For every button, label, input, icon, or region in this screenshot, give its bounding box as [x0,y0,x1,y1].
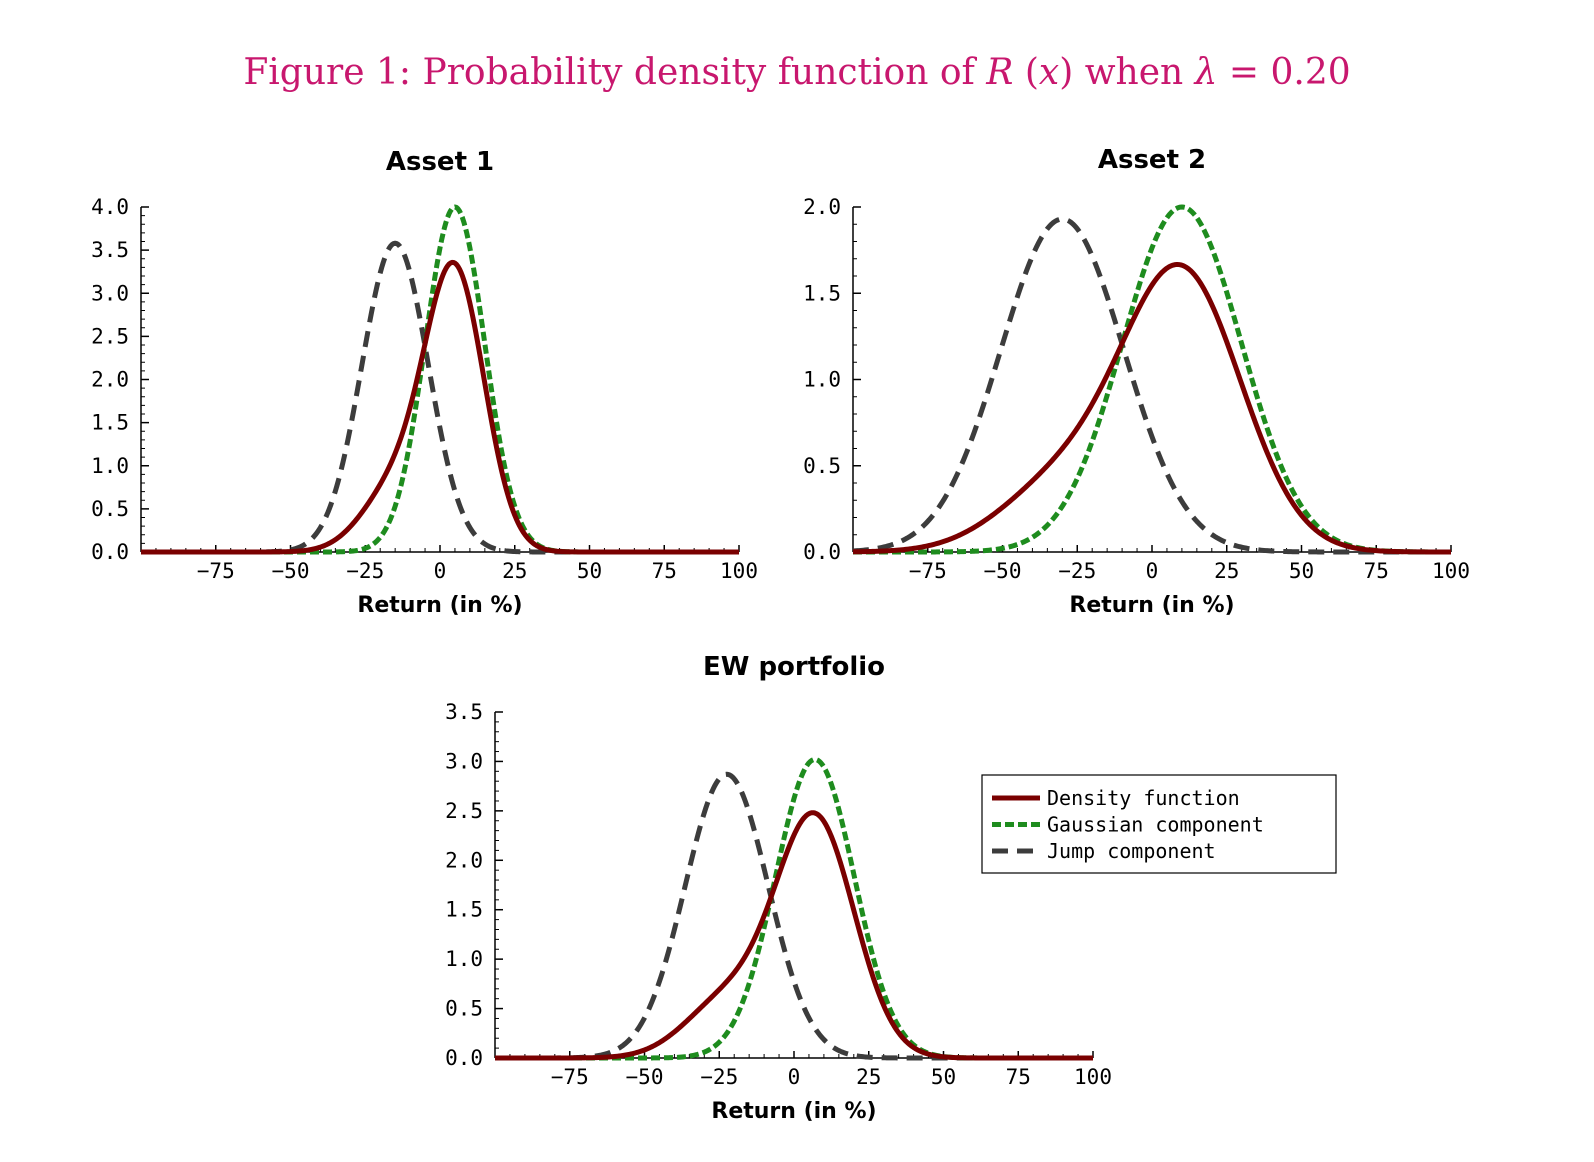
series-group [494,756,1095,1061]
x-tick-label: 75 [1006,1065,1031,1089]
x-tick-label: 75 [652,559,677,583]
figure-title-prefix: Figure 1: Probability density function o… [243,52,987,93]
x-tick-label: 25 [502,559,527,583]
y-tick-label: 0.5 [445,997,483,1021]
series-density-line [140,259,740,555]
x-tick-label: 100 [1432,559,1470,583]
y-tick-label: 3.0 [91,281,129,305]
chart-panel-1: Asset 1 0.0 0.5 1.0 1.5 2.0 2.5 3.0 3.5 4.0 −75 −50… [91,147,758,618]
x-tick-label: 0 [788,1065,801,1089]
series-group [140,204,740,555]
y-tick-label: 1.5 [91,411,129,435]
legend-label-jump: Jump component [1047,839,1216,863]
x-tick-label: −75 [551,1065,589,1089]
y-tick-label: 0.5 [91,497,129,521]
y-tick-label: 3.5 [91,238,129,262]
x-tick-label: 50 [931,1065,956,1089]
y-tick-label: 1.5 [445,898,483,922]
x-tick-label: 25 [856,1065,881,1089]
figure-title-variable: x [1038,52,1060,93]
y-tick-label: 1.0 [91,454,129,478]
x-tick-label: −75 [909,559,947,583]
y-tick-label: 1.0 [803,368,841,392]
legend-label-density: Density function [1047,786,1240,810]
figure-title-function: R [986,52,1014,93]
x-tick-label: 0 [1146,559,1159,583]
series-density-line [494,810,1095,1061]
x-tick-label: −25 [346,559,384,583]
series-gaussian-line [140,204,740,555]
chart-title: Asset 2 [1098,145,1206,175]
y-tick-label: 2.5 [445,799,483,823]
x-axis-label: Return (in %) [711,1099,876,1124]
y-tick-label: 2.5 [91,324,129,348]
y-tick-label: 0.0 [91,540,129,564]
y-tick-label: 2.0 [91,368,129,392]
chart-panel-2: Asset 2 0.0 0.5 1.0 1.5 2.0 −75 −50 −25 0 25 50 75 10… [803,145,1470,618]
x-axis-label: Return (in %) [1069,593,1234,618]
y-tick-label: 2.0 [445,848,483,872]
series-jump-line [852,216,1453,555]
y-tick-label: 3.5 [445,700,483,724]
x-tick-label: −25 [700,1065,738,1089]
y-tick-label: 2.0 [803,195,841,219]
chart-panel-3: EW portfolio 0.0 0.5 1.0 1.5 2.0 2.5 3.0 3.5 −75 −… [445,652,1337,1124]
x-tick-label: −25 [1058,559,1096,583]
figure-title-paren-open: ( [1013,52,1039,93]
chart-title: Asset 1 [386,147,494,177]
x-tick-label: 100 [720,559,758,583]
y-tick-label: 0.0 [803,540,841,564]
x-tick-label: 0 [434,559,447,583]
y-tick-label: 3.0 [445,749,483,773]
x-tick-label: 50 [1289,559,1314,583]
y-tick-label: 0.5 [803,454,841,478]
x-tick-label: 25 [1214,559,1239,583]
series-group [852,204,1453,555]
figure-title: Figure 1: Probability density function o… [0,52,1594,93]
series-density-line [852,261,1453,555]
figure-title-value: = 0.20 [1217,52,1351,93]
x-tick-label: −50 [272,559,310,583]
y-tick-label: 0.0 [445,1046,483,1070]
x-axis-label: Return (in %) [357,593,522,618]
x-tick-label: 75 [1364,559,1389,583]
x-tick-label: −50 [984,559,1022,583]
y-tick-label: 1.0 [445,947,483,971]
x-tick-label: −50 [626,1065,664,1089]
x-tick-label: 100 [1074,1065,1112,1089]
y-tick-label: 1.5 [803,281,841,305]
legend-box [981,774,1337,874]
chart-title: EW portfolio [703,652,885,682]
legend-label-gaussian: Gaussian component [1047,813,1264,837]
x-tick-label: −75 [197,559,235,583]
figure-title-paren-close: ) when [1059,52,1195,93]
x-tick-label: 50 [577,559,602,583]
figure-title-lambda: λ [1194,52,1218,93]
y-tick-label: 4.0 [91,195,129,219]
